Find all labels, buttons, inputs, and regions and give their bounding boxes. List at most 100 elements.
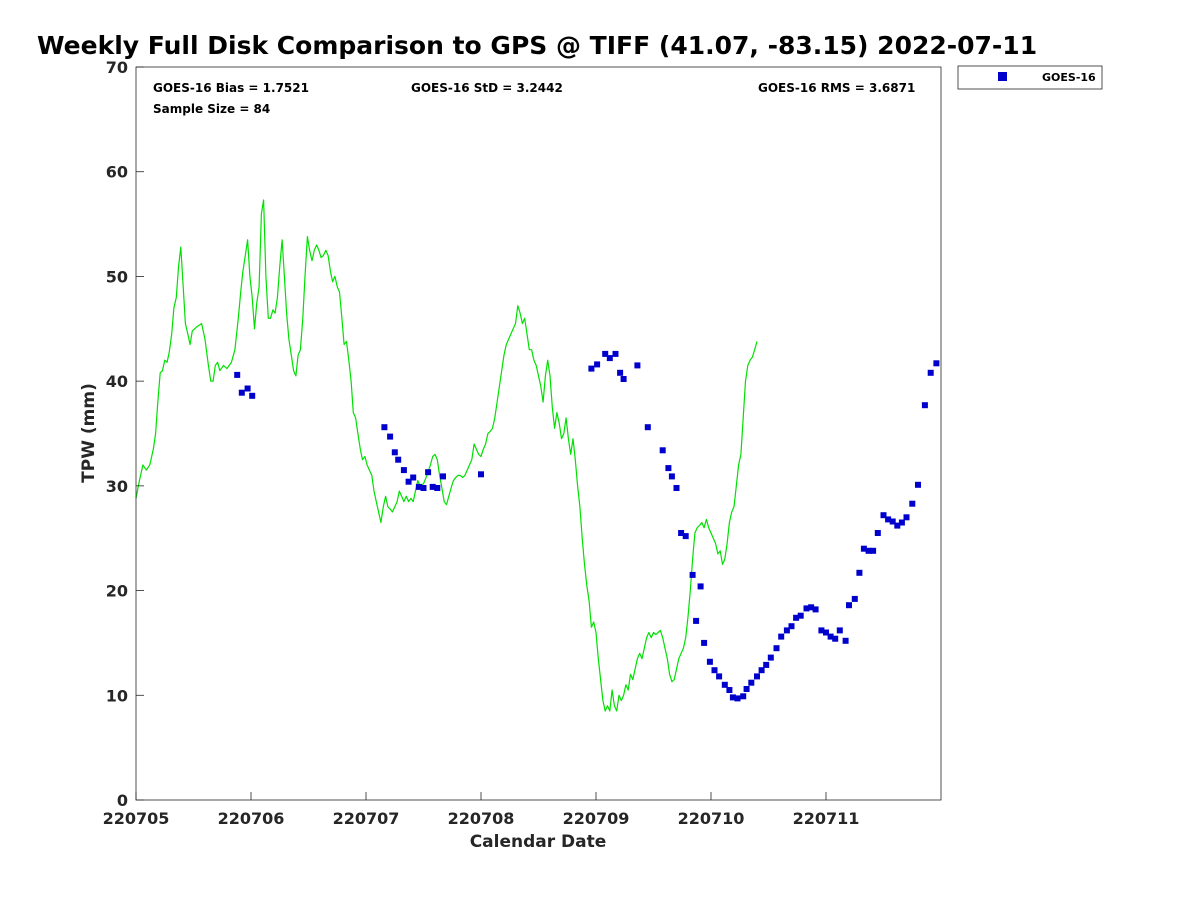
goes16-point bbox=[678, 530, 685, 536]
goes16-point bbox=[885, 516, 892, 523]
goes16-point bbox=[889, 518, 896, 525]
goes16-point bbox=[803, 605, 810, 612]
goes16-point bbox=[729, 694, 736, 701]
y-tick-label: 0 bbox=[117, 791, 128, 810]
x-tick-label: 220711 bbox=[793, 809, 860, 828]
goes16-point bbox=[754, 673, 760, 680]
goes16-point bbox=[659, 447, 666, 454]
sample-size-stat: Sample Size = 84 bbox=[153, 102, 270, 116]
goes16-point bbox=[234, 371, 241, 378]
y-axis-label: TPW (mm) bbox=[79, 383, 99, 483]
goes16-point bbox=[927, 369, 934, 376]
goes-points-layer bbox=[234, 350, 940, 702]
goes16-point bbox=[783, 627, 790, 634]
goes16-point bbox=[823, 629, 829, 636]
y-tick-label: 20 bbox=[106, 582, 128, 601]
goes16-point bbox=[856, 569, 863, 576]
goes16-point bbox=[851, 595, 858, 602]
goes16-point bbox=[797, 612, 804, 619]
goes16-point bbox=[933, 360, 940, 367]
goes16-point bbox=[387, 433, 394, 440]
goes16-point bbox=[880, 512, 887, 519]
goes16-point bbox=[420, 485, 427, 491]
goes16-point bbox=[400, 467, 407, 474]
goes16-point bbox=[778, 633, 785, 640]
goes16-point bbox=[697, 583, 704, 590]
goes16-point bbox=[898, 519, 905, 526]
goes16-point bbox=[743, 686, 750, 692]
legend-label-goes16: GOES-16 bbox=[1042, 71, 1096, 84]
bias-stat: GOES-16 Bias = 1.7521 bbox=[153, 81, 309, 95]
goes16-point bbox=[711, 667, 718, 674]
goes16-point bbox=[249, 392, 256, 399]
goes16-point bbox=[870, 547, 877, 554]
goes16-point bbox=[381, 424, 388, 431]
goes16-point bbox=[238, 389, 245, 396]
goes16-point bbox=[701, 639, 708, 646]
goes16-point bbox=[827, 633, 834, 640]
goes16-point bbox=[716, 673, 723, 680]
x-tick-label: 220705 bbox=[103, 809, 170, 828]
goes16-point bbox=[740, 693, 747, 700]
goes16-point bbox=[693, 617, 700, 624]
goes16-point bbox=[478, 471, 484, 478]
goes16-point bbox=[788, 623, 795, 630]
y-tick-label: 50 bbox=[106, 267, 128, 286]
legend: GOES-16 bbox=[957, 65, 1103, 90]
goes16-point bbox=[773, 645, 780, 652]
x-tick-label: 220710 bbox=[678, 809, 745, 828]
goes16-point bbox=[689, 571, 696, 578]
rms-stat: GOES-16 RMS = 3.6871 bbox=[758, 81, 915, 95]
goes16-point bbox=[721, 681, 728, 688]
goes16-point bbox=[405, 478, 412, 485]
goes16-point bbox=[391, 449, 398, 456]
goes16-point bbox=[594, 361, 601, 368]
goes16-point bbox=[668, 473, 675, 480]
goes16-point bbox=[812, 606, 819, 613]
goes16-point bbox=[395, 456, 402, 463]
goes16-point bbox=[832, 635, 839, 642]
goes16-point bbox=[874, 530, 881, 536]
x-tick-label: 220706 bbox=[218, 809, 285, 828]
goes16-point bbox=[606, 355, 613, 362]
x-tick-label: 220709 bbox=[563, 809, 630, 828]
goes16-point bbox=[588, 365, 595, 372]
goes16-point bbox=[865, 547, 872, 554]
goes16-point bbox=[808, 604, 815, 611]
std-stat: GOES-16 StD = 3.2442 bbox=[411, 81, 563, 95]
goes16-point bbox=[836, 627, 843, 634]
goes16-point bbox=[793, 614, 800, 621]
goes16-point bbox=[665, 465, 672, 472]
legend-marker-goes16 bbox=[998, 72, 1007, 81]
goes16-point bbox=[763, 661, 770, 668]
goes16-point bbox=[758, 667, 765, 674]
goes16-point bbox=[818, 627, 825, 634]
goes16-point bbox=[846, 602, 852, 609]
goes16-point bbox=[767, 654, 774, 661]
goes16-point bbox=[734, 695, 741, 702]
goes16-point bbox=[434, 485, 441, 491]
goes16-point bbox=[706, 658, 713, 665]
goes16-point bbox=[860, 545, 867, 552]
goes16-point bbox=[894, 522, 901, 529]
goes16-point bbox=[602, 350, 609, 357]
goes16-point bbox=[410, 474, 417, 481]
y-tick-label: 30 bbox=[106, 477, 128, 496]
goes16-point bbox=[612, 350, 619, 357]
goes16-point bbox=[748, 679, 755, 686]
goes16-point bbox=[673, 485, 680, 491]
goes16-point bbox=[440, 473, 446, 480]
goes16-point bbox=[909, 500, 916, 507]
plot-frame bbox=[135, 66, 942, 801]
goes16-point bbox=[915, 481, 921, 488]
legend-box bbox=[957, 65, 1103, 90]
goes16-point bbox=[425, 469, 432, 476]
goes16-point bbox=[244, 385, 251, 392]
goes16-point bbox=[617, 369, 624, 376]
y-tick-label: 70 bbox=[106, 58, 128, 77]
goes16-point bbox=[903, 514, 910, 521]
y-tick-label: 60 bbox=[106, 163, 128, 182]
x-axis-label: Calendar Date bbox=[470, 832, 607, 852]
chart-title: Weekly Full Disk Comparison to GPS @ TIF… bbox=[37, 31, 1037, 60]
